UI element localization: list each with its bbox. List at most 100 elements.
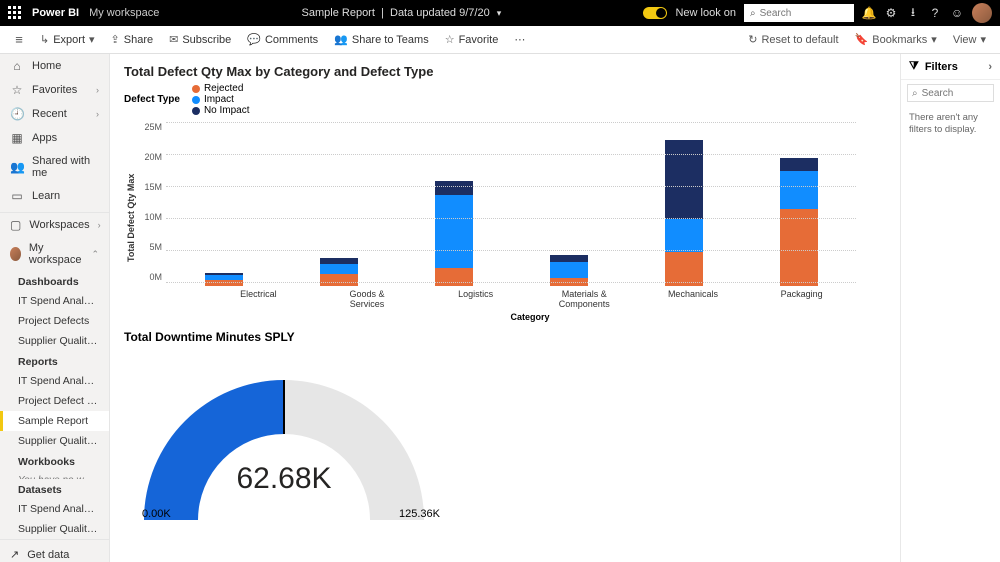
nav-favorites[interactable]: ☆Favorites› — [0, 78, 109, 102]
legend-label: Defect Type — [124, 94, 180, 105]
nav-section-workbooks: Workbooks — [0, 451, 109, 471]
nav-sub-item[interactable]: IT Spend Analysis S... — [0, 371, 109, 391]
nav-get-data[interactable]: ↗ Get data — [0, 539, 109, 562]
chevron-right-icon: › — [98, 220, 101, 230]
share-teams-button[interactable]: 👥Share to Teams — [326, 33, 437, 46]
nav-sub-item[interactable]: Project Defect Report — [0, 391, 109, 411]
share-icon: ⇪ — [111, 33, 120, 46]
x-axis-label: Mechanicals — [663, 290, 723, 310]
nav-workspaces[interactable]: ▢Workspaces› — [0, 213, 109, 237]
bar-column[interactable] — [780, 158, 818, 286]
settings-icon[interactable]: ⚙ — [884, 6, 898, 20]
bar-segment — [320, 264, 358, 274]
share-button[interactable]: ⇪Share — [103, 33, 162, 46]
shared-icon: 👥 — [10, 160, 24, 174]
view-label: View — [953, 34, 977, 46]
ellipsis-icon: ⋯ — [514, 33, 525, 46]
left-nav: ⌂Home ☆Favorites› 🕘Recent› ▦Apps 👥Shared… — [0, 54, 110, 562]
workspace-breadcrumb[interactable]: My workspace — [89, 7, 159, 19]
chevron-down-icon: ▾ — [931, 33, 937, 46]
bar-segment — [665, 140, 703, 219]
filters-search-input[interactable] — [922, 88, 982, 99]
nav-recent-label: Recent — [32, 108, 67, 120]
getdata-icon: ↗ — [10, 548, 19, 561]
global-search-input[interactable] — [760, 8, 840, 19]
view-button[interactable]: View▾ — [945, 33, 994, 46]
filter-icon: ⧩ — [909, 60, 919, 73]
search-icon: ⌕ — [912, 88, 918, 99]
nav-learn[interactable]: ▭Learn — [0, 184, 109, 208]
bar-column[interactable] — [205, 273, 243, 286]
subscribe-button[interactable]: ✉Subscribe — [161, 33, 239, 46]
legend-swatch — [192, 85, 200, 93]
legend-swatch — [192, 96, 200, 104]
gauge-chart[interactable]: 62.68K 0.00K 125.36K — [124, 350, 444, 530]
feedback-icon[interactable]: ☺ — [950, 6, 964, 20]
filters-search[interactable]: ⌕ — [907, 84, 994, 102]
bar-segment — [665, 219, 703, 252]
report-canvas: Total Defect Qty Max by Category and Def… — [110, 54, 900, 562]
filters-header-label: Filters — [925, 61, 958, 73]
nav-toggle-icon[interactable]: ≡ — [6, 32, 32, 47]
download-icon[interactable]: ⭳ — [906, 6, 920, 20]
bar-column[interactable] — [435, 181, 473, 286]
nav-home[interactable]: ⌂Home — [0, 54, 109, 78]
reset-label: Reset to default — [761, 34, 838, 46]
report-title: Sample Report — [302, 7, 375, 19]
nav-my-workspace[interactable]: My workspace ⌃ — [0, 237, 109, 271]
comments-label: Comments — [265, 34, 318, 46]
gauge-min: 0.00K — [142, 508, 171, 520]
bar-column[interactable] — [665, 140, 703, 286]
legend-item[interactable]: No Impact — [192, 105, 250, 116]
bookmarks-button[interactable]: 🔖Bookmarks▾ — [847, 33, 945, 46]
command-bar: ≡ ↳Export▾ ⇪Share ✉Subscribe 💬Comments 👥… — [0, 26, 1000, 54]
nav-sub-item[interactable]: Supplier Quality An... — [0, 331, 109, 351]
x-axis-label: Logistics — [446, 290, 506, 310]
new-look-toggle[interactable] — [643, 7, 667, 19]
app-launcher-icon[interactable] — [8, 6, 22, 20]
user-avatar[interactable] — [972, 3, 992, 23]
reset-icon: ↻ — [748, 33, 757, 46]
bar-segment — [435, 268, 473, 286]
filters-empty-message: There aren't any filters to display. — [901, 106, 1000, 143]
learn-icon: ▭ — [10, 189, 24, 203]
chevron-up-icon: ⌃ — [91, 249, 99, 260]
nav-recent[interactable]: 🕘Recent› — [0, 102, 109, 126]
bar-segment — [320, 274, 358, 286]
report-title-dropdown[interactable]: Sample Report | Data updated 9/7/20 ▾ — [159, 7, 643, 19]
more-button[interactable]: ⋯ — [506, 33, 533, 46]
comments-button[interactable]: 💬Comments — [239, 33, 326, 46]
bar-segment — [435, 181, 473, 195]
top-app-bar: Power BI My workspace Sample Report | Da… — [0, 0, 1000, 26]
nav-sub-item[interactable]: IT Spend Analysis S... — [0, 499, 109, 519]
chevron-down-icon: ▾ — [497, 8, 502, 18]
nav-section-datasets: Datasets — [0, 479, 109, 499]
favorite-label: Favorite — [459, 34, 499, 46]
nav-apps[interactable]: ▦Apps — [0, 126, 109, 150]
nav-apps-label: Apps — [32, 132, 57, 144]
brand-label: Power BI — [32, 7, 79, 19]
export-button[interactable]: ↳Export▾ — [32, 33, 103, 46]
nav-sub-item[interactable]: Sample Report — [0, 411, 109, 431]
x-axis-label: Electrical — [228, 290, 288, 310]
reset-button[interactable]: ↻ Reset to default — [740, 33, 846, 46]
filters-header[interactable]: ⧩ Filters › — [901, 54, 1000, 80]
nav-home-label: Home — [32, 60, 61, 72]
nav-shared[interactable]: 👥Shared with me — [0, 150, 109, 184]
legend-item[interactable]: Rejected — [192, 83, 250, 94]
nav-sub-item[interactable]: Project Defects — [0, 311, 109, 331]
notifications-icon[interactable]: 🔔 — [862, 6, 876, 20]
legend-item[interactable]: Impact — [192, 94, 250, 105]
bar-segment — [435, 195, 473, 268]
nav-sub-item[interactable]: Supplier Quality An... — [0, 519, 109, 539]
nav-my-workspace-label: My workspace — [29, 242, 84, 266]
gauge-title: Total Downtime Minutes SPLY — [124, 330, 886, 344]
favorite-button[interactable]: ☆Favorite — [437, 33, 507, 46]
bar-chart[interactable]: Total Defect Qty Max 25M20M15M10M5M0M El… — [124, 118, 886, 318]
nav-sub-item[interactable]: IT Spend Analysis S... — [0, 291, 109, 311]
help-icon[interactable]: ? — [928, 6, 942, 20]
chevron-right-icon[interactable]: › — [988, 61, 992, 73]
nav-sub-item[interactable]: Supplier Quality An... — [0, 431, 109, 451]
data-updated-label: Data updated 9/7/20 — [390, 7, 490, 19]
global-search[interactable]: ⌕ — [744, 4, 854, 22]
